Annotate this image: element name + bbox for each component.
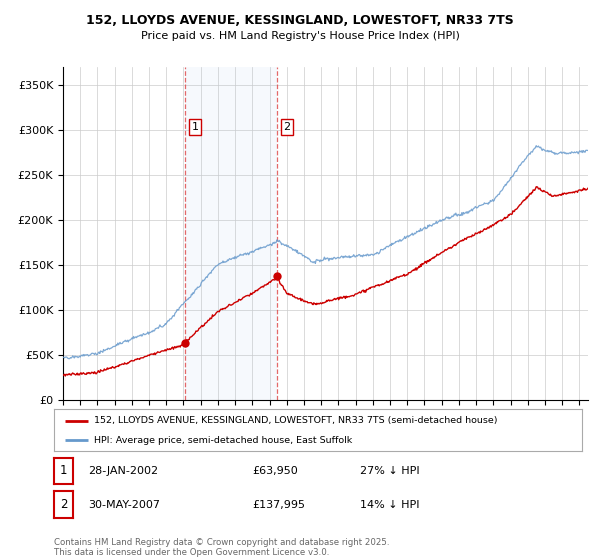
- Text: 2: 2: [60, 498, 67, 511]
- Text: 152, LLOYDS AVENUE, KESSINGLAND, LOWESTOFT, NR33 7TS (semi-detached house): 152, LLOYDS AVENUE, KESSINGLAND, LOWESTO…: [94, 416, 497, 425]
- Text: 152, LLOYDS AVENUE, KESSINGLAND, LOWESTOFT, NR33 7TS: 152, LLOYDS AVENUE, KESSINGLAND, LOWESTO…: [86, 14, 514, 27]
- Text: 1: 1: [191, 122, 199, 132]
- Text: HPI: Average price, semi-detached house, East Suffolk: HPI: Average price, semi-detached house,…: [94, 436, 352, 445]
- Bar: [185, 67, 277, 400]
- Text: 28-JAN-2002: 28-JAN-2002: [88, 466, 158, 476]
- Text: 14% ↓ HPI: 14% ↓ HPI: [360, 500, 419, 510]
- Text: Price paid vs. HM Land Registry's House Price Index (HPI): Price paid vs. HM Land Registry's House …: [140, 31, 460, 41]
- Text: £137,995: £137,995: [252, 500, 305, 510]
- Text: 2: 2: [284, 122, 290, 132]
- Text: £63,950: £63,950: [252, 466, 298, 476]
- Text: 27% ↓ HPI: 27% ↓ HPI: [360, 466, 419, 476]
- Text: Contains HM Land Registry data © Crown copyright and database right 2025.
This d: Contains HM Land Registry data © Crown c…: [54, 538, 389, 557]
- Text: 30-MAY-2007: 30-MAY-2007: [88, 500, 160, 510]
- Text: 1: 1: [60, 464, 67, 478]
